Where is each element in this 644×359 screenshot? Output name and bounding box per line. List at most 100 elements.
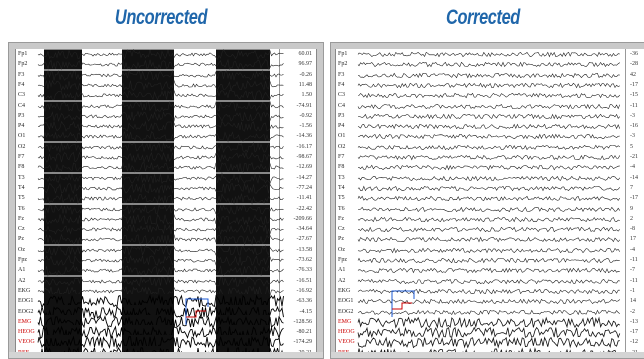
channel-row[interactable]: P3 -0.92 — [16, 110, 316, 122]
channel-value: -22.42 — [296, 205, 313, 212]
channel-row[interactable]: T4 -77.24 — [16, 183, 316, 195]
channel-row[interactable]: T4 7 — [336, 183, 644, 194]
channel-value: -11 — [630, 257, 638, 263]
channel-row[interactable]: P4 -16 — [336, 121, 644, 132]
scrollbar-track[interactable] — [9, 352, 323, 358]
channel-row[interactable]: C3 -15 — [336, 90, 644, 101]
channel-row[interactable]: EKG -1 — [336, 286, 644, 297]
artifact-block — [216, 152, 270, 163]
channel-row[interactable]: A2 -16.51 — [16, 275, 316, 287]
channel-row[interactable]: T3 -14 — [336, 173, 644, 184]
channel-row[interactable]: O2 -16.17 — [16, 141, 316, 154]
channel-row[interactable]: F8 -4 — [336, 162, 644, 173]
channel-row[interactable]: F4 -17 — [336, 80, 644, 91]
channel-value: -4 — [630, 164, 635, 171]
channel-row[interactable]: T5 -17 — [336, 193, 644, 204]
artifact-block — [216, 59, 270, 70]
channel-row[interactable]: EOG2 -2 — [336, 307, 644, 318]
channel-row[interactable]: Fpz -73.62 — [16, 254, 316, 267]
uncorrected-trace-panel[interactable]: Fp1 60.01 Fp2 96.97 F3 -0.26 F4 11.48 C3 1.50 C4 -7… — [15, 49, 317, 358]
channel-row[interactable]: O1 -14.36 — [16, 131, 316, 143]
channel-row[interactable]: Fp2 -28 — [336, 59, 644, 70]
channel-row[interactable]: F3 -0.26 — [16, 69, 316, 81]
channel-row[interactable]: C3 1.50 — [16, 89, 316, 102]
corrected-trace-panel[interactable]: Fp1 -36 Fp2 -28 F3 42 F4 -17 C3 -15 C4 -11 P3 -3 P4 -16… — [335, 49, 644, 358]
artifact-block — [122, 255, 174, 266]
channel-row[interactable]: Cz -8 — [336, 224, 644, 235]
artifact-block — [216, 173, 270, 184]
channel-row[interactable]: F7 -98.67 — [16, 151, 316, 164]
channel-row[interactable]: Fp2 96.97 — [16, 59, 316, 71]
channel-row[interactable]: Fp1 60.01 — [16, 49, 316, 61]
channel-row[interactable]: Fpz -11 — [336, 255, 644, 266]
eeg-trace — [357, 278, 620, 284]
channel-row[interactable]: Fp1 -36 — [336, 49, 644, 60]
channel-row[interactable]: F3 42 — [336, 70, 644, 81]
channel-row[interactable]: T6 -22.42 — [16, 203, 316, 215]
channel-row[interactable]: P4 -1.56 — [16, 120, 316, 133]
scrollbar-track[interactable] — [331, 352, 644, 358]
artifact-block — [44, 121, 82, 132]
eeg-trace — [37, 234, 284, 246]
channel-row[interactable]: A2 -11 — [336, 276, 644, 287]
eeg-trace — [37, 89, 284, 102]
channel-row[interactable]: F7 -21 — [336, 152, 644, 163]
channel-label: O1 — [338, 133, 346, 140]
channel-label: T5 — [18, 195, 25, 202]
channel-row[interactable]: Cz -34.64 — [16, 223, 316, 235]
channel-row[interactable]: C4 -74.91 — [16, 100, 316, 112]
channel-label: A2 — [18, 277, 26, 284]
channel-row[interactable]: F8 -12.69 — [16, 161, 316, 174]
artifact-block — [216, 224, 270, 235]
channel-row[interactable]: Pz -27.67 — [16, 234, 316, 246]
channel-row[interactable]: EKG -16.92 — [16, 285, 316, 298]
eeg-trace — [357, 216, 620, 223]
channel-label: C4 — [338, 102, 346, 109]
artifact-block — [216, 162, 270, 173]
eeg-trace — [37, 110, 284, 122]
corrected-eeg-window: Fp1 -36 Fp2 -28 F3 42 F4 -17 C3 -15 C4 -11 P3 -3 P4 -16… — [330, 42, 644, 359]
channel-row[interactable]: Oz -13.58 — [16, 244, 316, 256]
artifact-block — [122, 234, 174, 245]
channel-row[interactable]: Oz -4 — [336, 245, 644, 256]
eeg-trace — [357, 134, 620, 140]
channel-row[interactable]: EOG1 14 — [336, 296, 644, 307]
artifact-block — [216, 70, 270, 81]
eeg-trace — [357, 93, 621, 99]
channel-label: O2 — [18, 143, 26, 150]
channel-label: T3 — [18, 174, 25, 181]
artifact-block — [44, 111, 82, 122]
channel-row[interactable]: T3 -14.27 — [16, 171, 316, 184]
channel-label: Cz — [338, 226, 345, 233]
channel-row[interactable]: O2 5 — [336, 142, 644, 153]
channel-row[interactable]: A1 -76.33 — [16, 265, 316, 277]
channel-row[interactable]: EMG -13 — [336, 316, 644, 329]
eeg-trace — [357, 336, 620, 350]
channel-row[interactable]: F4 11.48 — [16, 79, 316, 92]
eeg-trace — [357, 206, 621, 212]
event-marker[interactable] — [184, 297, 210, 327]
channel-row[interactable]: A1 -7 — [336, 265, 644, 276]
channel-row[interactable]: Fz -209.66 — [16, 213, 316, 226]
channel-value: -15 — [630, 92, 638, 99]
channel-row[interactable]: VEOG -12 — [336, 336, 644, 350]
channel-row[interactable]: Fz 2 — [336, 214, 644, 225]
channel-row[interactable]: P3 -3 — [336, 111, 644, 122]
channel-value: -2 — [630, 308, 635, 315]
eeg-trace — [357, 51, 620, 58]
channel-label: Fp1 — [338, 51, 348, 57]
channel-row[interactable]: Pz 17 — [336, 234, 644, 245]
channel-value: 5 — [630, 143, 633, 150]
artifact-block — [216, 101, 270, 111]
channel-value: -16.17 — [296, 143, 313, 150]
event-marker[interactable] — [390, 289, 416, 319]
channel-row[interactable]: HEOG -17 — [336, 326, 644, 339]
eeg-trace — [357, 103, 621, 109]
channel-row[interactable]: T5 -11.41 — [16, 193, 316, 205]
eeg-trace — [357, 154, 621, 161]
channel-label: A2 — [338, 277, 346, 284]
channel-row[interactable]: O1 -3 — [336, 131, 644, 142]
channel-value: -21 — [630, 154, 638, 160]
channel-row[interactable]: T6 9 — [336, 204, 644, 215]
channel-row[interactable]: C4 -11 — [336, 101, 644, 112]
